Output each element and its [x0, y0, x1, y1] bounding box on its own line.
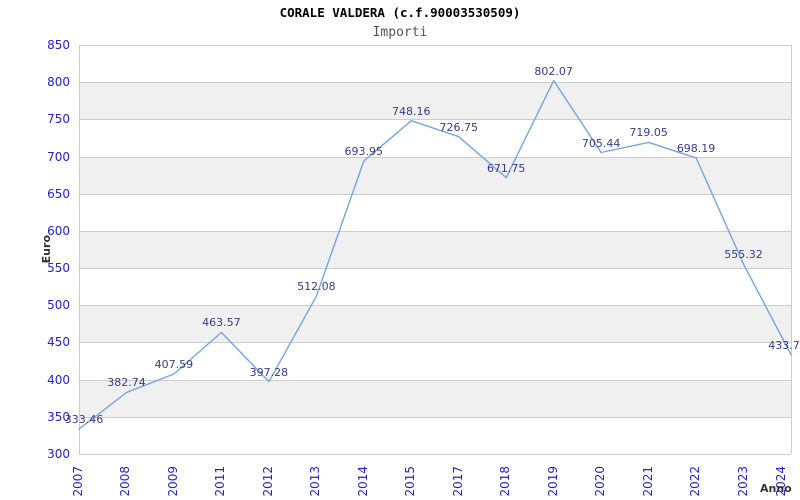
plot-band [79, 230, 791, 269]
gridline [79, 454, 791, 455]
gridline [79, 268, 791, 270]
value-label: 748.16 [392, 104, 431, 118]
x-tick-label: 2014 [355, 466, 370, 497]
value-label: 555.32 [724, 248, 763, 262]
value-label: 671.75 [486, 161, 526, 175]
y-tick-label: 450 [47, 335, 70, 350]
y-tick-label: 700 [47, 149, 70, 164]
y-tick-label: 650 [47, 186, 70, 201]
value-label: 512.08 [297, 280, 336, 294]
x-tick-label: 2019 [545, 466, 560, 497]
value-label: 719.05 [629, 126, 668, 140]
y-tick-label: 850 [47, 38, 70, 52]
x-axis-title: Anno [760, 482, 792, 495]
y-tick-label: 350 [47, 409, 70, 424]
x-tick-label: 2015 [403, 466, 418, 497]
plot-band [79, 82, 791, 120]
value-label: 407.59 [154, 357, 194, 371]
plot-left-border [79, 45, 80, 454]
value-label: 698.19 [676, 141, 716, 155]
value-label: 463.57 [202, 316, 241, 330]
x-tick-label: 2017 [450, 466, 465, 497]
value-label: 433.7 [768, 338, 800, 352]
y-axis-title: Euro [40, 234, 53, 263]
value-label: 382.74 [107, 376, 146, 390]
gridline [79, 416, 791, 418]
value-label: 333.46 [64, 413, 104, 427]
x-tick-label: 2012 [260, 466, 275, 497]
series-polyline [78, 79, 792, 430]
x-tick-label: 2021 [640, 466, 655, 497]
plot-band [79, 305, 791, 343]
chart-title: CORALE VALDERA (c.f.90003530509) [279, 5, 521, 20]
gridline [79, 119, 791, 121]
chart-subtitle: Importi [372, 25, 428, 40]
gridline [79, 193, 791, 195]
y-tick-label: 600 [47, 223, 70, 238]
gridline [79, 156, 791, 158]
x-tick-label: 2013 [308, 466, 323, 497]
gridline [79, 45, 791, 46]
x-tick-label: 2009 [165, 466, 180, 497]
x-tick-label: 2008 [118, 466, 133, 497]
gridline [79, 305, 791, 307]
y-tick-label: 400 [47, 372, 70, 387]
gridline [79, 82, 791, 84]
y-tick-label: 800 [47, 75, 70, 90]
value-label: 705.44 [581, 136, 621, 150]
value-label: 726.75 [439, 120, 478, 134]
x-tick-label: 2011 [213, 466, 228, 497]
y-tick-label: 500 [47, 298, 70, 313]
value-label: 397.28 [249, 365, 289, 379]
value-label: 802.07 [534, 64, 573, 78]
x-tick-label: 2020 [593, 466, 608, 497]
x-tick-label: 2022 [688, 466, 703, 497]
plot-band [79, 156, 791, 194]
plot-band [79, 379, 791, 417]
y-tick-label: 750 [47, 112, 70, 127]
x-tick-label: 2007 [71, 466, 85, 497]
plot-right-border [791, 45, 792, 454]
x-tick-label: 2023 [735, 466, 750, 497]
gridline [79, 342, 791, 344]
gridline [79, 379, 791, 381]
y-tick-label: 300 [47, 447, 70, 461]
x-tick-label: 2018 [498, 466, 513, 497]
gridline [79, 230, 791, 232]
value-label: 693.95 [344, 145, 384, 159]
y-tick-label: 550 [47, 261, 70, 276]
